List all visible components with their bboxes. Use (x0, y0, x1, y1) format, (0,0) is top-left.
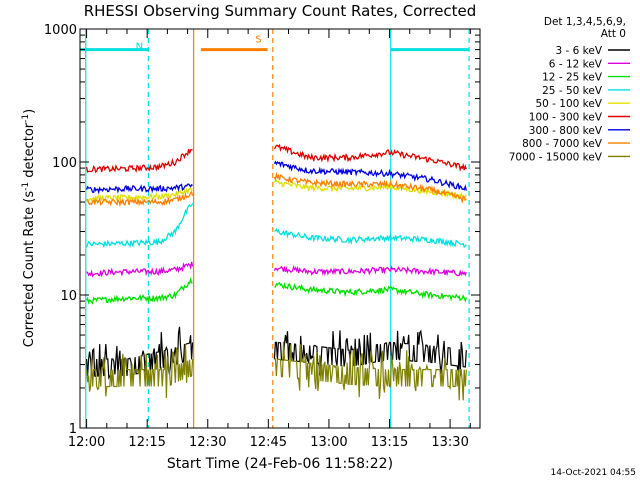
y-axis-label: Corrected Count Rate (s-1 detector-1) (21, 109, 37, 347)
legend-label: 6 - 12 keV (549, 58, 603, 70)
legend-label: 300 - 800 keV (529, 125, 603, 137)
y-tick-label: 10 (60, 289, 77, 304)
legend-label: 50 - 100 keV (535, 98, 602, 110)
series-line (273, 160, 467, 191)
y-axis-label-mid: detector (22, 122, 37, 182)
series-line (86, 343, 194, 398)
series-line (273, 179, 467, 202)
flag-label: N (136, 42, 143, 53)
chart-title: RHESSI Observing Summary Count Rates, Co… (84, 2, 477, 20)
series-line (85, 149, 193, 174)
x-axis-label: Start Time (24-Feb-06 11:58:22) (167, 456, 393, 472)
legend-header: Att 0 (601, 28, 626, 40)
x-tick-label: 12:00 (68, 435, 105, 450)
flag-label: S (255, 35, 261, 46)
series-line (274, 281, 467, 303)
y-tick-label: 1000 (44, 23, 77, 38)
y-axis-label-sup2: -1 (21, 114, 31, 123)
x-tick-label: 12:45 (250, 435, 287, 450)
legend-label: 3 - 6 keV (555, 45, 602, 57)
legend-label: 100 - 300 keV (529, 112, 603, 124)
series-line (274, 228, 467, 249)
x-tick-label: 12:15 (128, 435, 165, 450)
legend-label: 25 - 50 keV (542, 85, 603, 97)
series-line (86, 190, 194, 208)
series-line (274, 341, 467, 401)
legend-label: 12 - 25 keV (542, 72, 603, 84)
y-axis-label-sup1: -1 (21, 182, 31, 191)
series-line (273, 265, 467, 277)
x-tick-label: 13:00 (310, 435, 347, 450)
y-axis-label-main: Corrected Count Rate (s (22, 191, 37, 348)
legend-header: Det 1,3,4,5,6,9, (544, 16, 626, 28)
series-line (273, 143, 467, 172)
y-tick-label: 1 (69, 422, 77, 437)
series-line (86, 186, 193, 203)
series-line (86, 261, 194, 278)
series-layer (85, 143, 467, 401)
series-line (85, 183, 193, 195)
timestamp: 14-Oct-2021 04:55 (551, 468, 636, 478)
x-tick-label: 12:30 (189, 435, 226, 450)
series-line (86, 276, 193, 305)
x-tick-label: 13:30 (431, 435, 468, 450)
legend-label: 7000 - 15000 keV (509, 151, 603, 163)
y-axis-label-end: ) (22, 109, 37, 114)
series-line (273, 172, 467, 204)
axis-layer: 1 10 100 1000 12:00 12:15 12:30 12:45 13:00 13:15… (44, 23, 481, 450)
x-tick-label: 13:15 (371, 435, 408, 450)
y-tick-label: 100 (52, 156, 77, 171)
legend-label: 800 - 7000 keV (522, 138, 603, 150)
series-line (85, 203, 194, 249)
plot-frame (79, 28, 481, 429)
